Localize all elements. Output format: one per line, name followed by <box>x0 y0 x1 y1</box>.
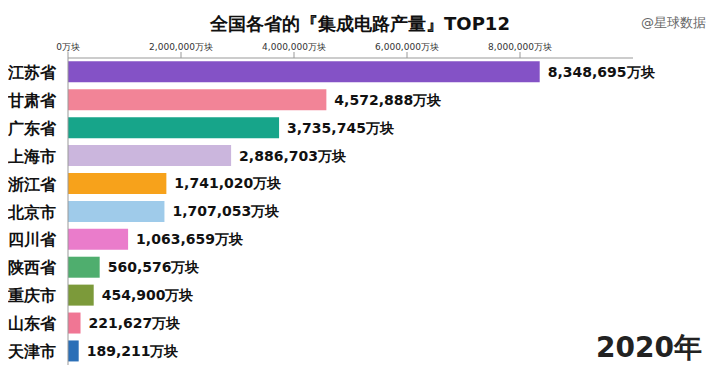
svg-text:4,572,888万块: 4,572,888万块 <box>334 92 441 108</box>
html-text:2020年: 2020年 <box>596 331 702 364</box>
svg-text:广东省: 广东省 <box>8 119 57 138</box>
svg-text:上海市: 上海市 <box>8 147 56 166</box>
svg-text:四川省: 四川省 <box>8 230 57 249</box>
svg-text:北京市: 北京市 <box>8 203 56 222</box>
svg-text:560,576万块: 560,576万块 <box>108 259 200 275</box>
html-text:全国各省的『集成电路产量』TOP12: 全国各省的『集成电路产量』TOP12 <box>210 13 510 34</box>
svg-text:8,348,695万块: 8,348,695万块 <box>548 64 655 80</box>
svg-text:4,000,000万块: 4,000,000万块 <box>262 42 326 52</box>
svg-text:189,211万块: 189,211万块 <box>87 343 179 359</box>
svg-text:8,000,000万块: 8,000,000万块 <box>488 42 552 52</box>
svg-text:重庆市: 重庆市 <box>8 286 56 305</box>
svg-text:山东省: 山东省 <box>8 314 57 333</box>
svg-text:江苏省: 江苏省 <box>8 63 57 82</box>
svg-text:454,900万块: 454,900万块 <box>102 287 194 303</box>
svg-text:0万块: 0万块 <box>56 42 80 52</box>
svg-text:天津市: 天津市 <box>8 342 56 361</box>
svg-text:1,707,053万块: 1,707,053万块 <box>172 203 279 219</box>
svg-text:甘肃省: 甘肃省 <box>8 91 57 110</box>
svg-text:1,063,659万块: 1,063,659万块 <box>136 231 243 247</box>
svg-text:1,741,020万块: 1,741,020万块 <box>174 175 281 191</box>
svg-text:221,627万块: 221,627万块 <box>89 315 181 331</box>
svg-text:2,886,703万块: 2,886,703万块 <box>239 148 346 164</box>
html-text:@星球数据: @星球数据 <box>641 15 706 30</box>
svg-text:浙江省: 浙江省 <box>8 175 57 194</box>
svg-text:3,735,745万块: 3,735,745万块 <box>287 120 394 136</box>
svg-text:陕西省: 陕西省 <box>8 258 57 277</box>
svg-text:2,000,000万块: 2,000,000万块 <box>149 42 213 52</box>
svg-text:6,000,000万块: 6,000,000万块 <box>375 42 439 52</box>
